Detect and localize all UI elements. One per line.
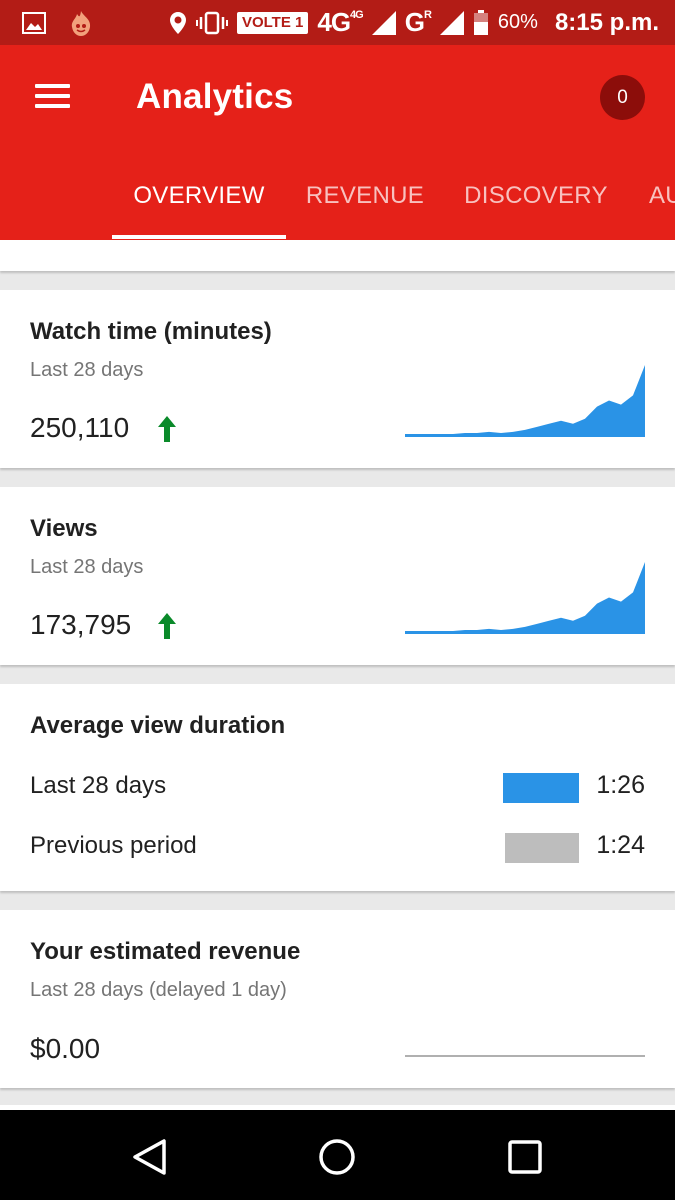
signal-icon-2 bbox=[439, 10, 464, 35]
sparkline-area bbox=[405, 365, 645, 437]
tab-discovery[interactable]: DISCOVERY bbox=[464, 181, 608, 209]
gallery-notification-icon bbox=[22, 11, 46, 34]
back-icon[interactable] bbox=[124, 1132, 174, 1182]
duration-row-value: 1:24 bbox=[596, 831, 645, 859]
watch-time-value: 250,110 bbox=[30, 412, 130, 443]
views-sparkline bbox=[405, 562, 645, 634]
duration-bar-previous bbox=[505, 833, 579, 863]
menu-icon[interactable] bbox=[35, 84, 70, 110]
watch-time-sparkline bbox=[405, 365, 645, 437]
revenue-card[interactable]: Your estimated revenue Last 28 days (del… bbox=[0, 910, 675, 1088]
revenue-value: $0.00 bbox=[30, 1033, 101, 1064]
trend-up-icon bbox=[158, 613, 176, 639]
battery-percent: 60% bbox=[497, 11, 538, 33]
sparkline-area bbox=[405, 562, 645, 634]
avg-duration-title: Average view duration bbox=[30, 712, 286, 739]
views-period: Last 28 days bbox=[30, 556, 144, 578]
tab-indicator bbox=[112, 235, 286, 239]
avg-duration-card[interactable]: Average view duration Last 28 days 1:26 … bbox=[0, 684, 675, 891]
volte-badge: VOLTE 1 bbox=[236, 11, 309, 34]
watch-time-title: Watch time (minutes) bbox=[30, 318, 272, 345]
clock: 8:15 p.m. bbox=[554, 8, 659, 36]
watch-time-period: Last 28 days bbox=[30, 359, 144, 381]
network-type: 4G 4G bbox=[317, 7, 363, 37]
views-value: 173,795 bbox=[30, 609, 132, 640]
duration-row-label: Previous period bbox=[30, 832, 197, 859]
duration-bar-current bbox=[503, 773, 579, 803]
duration-row-value: 1:26 bbox=[596, 771, 645, 799]
location-icon bbox=[169, 11, 187, 35]
tab-overview[interactable]: OVERVIEW bbox=[133, 181, 265, 209]
notification-badge[interactable]: 0 bbox=[600, 75, 645, 120]
revenue-title: Your estimated revenue bbox=[30, 938, 301, 965]
tab-revenue[interactable]: REVENUE bbox=[305, 181, 425, 209]
views-card[interactable]: Views Last 28 days 173,795 bbox=[0, 487, 675, 665]
page-title: Analytics bbox=[136, 77, 294, 116]
vibrate-icon bbox=[195, 11, 228, 35]
tab-bar: OVERVIEW REVENUE DISCOVERY AU bbox=[0, 165, 675, 240]
revenue-sparkline bbox=[405, 1055, 645, 1057]
scrolled-card bbox=[0, 240, 675, 271]
watch-time-card[interactable]: Watch time (minutes) Last 28 days 250,11… bbox=[0, 290, 675, 468]
trend-up-icon bbox=[158, 416, 176, 442]
home-icon[interactable] bbox=[312, 1132, 362, 1182]
app-notification-icon bbox=[68, 9, 94, 37]
system-nav-bar bbox=[0, 1110, 675, 1200]
duration-row-label: Last 28 days bbox=[30, 772, 167, 799]
app-bar: Analytics 0 OVERVIEW REVENUE DISCOVERY A… bbox=[0, 45, 675, 240]
recents-icon[interactable] bbox=[500, 1132, 550, 1182]
tab-audience[interactable]: AU bbox=[649, 181, 675, 209]
views-title: Views bbox=[30, 515, 98, 542]
battery-icon bbox=[473, 9, 488, 35]
signal-icon bbox=[371, 10, 396, 35]
revenue-period: Last 28 days (delayed 1 day) bbox=[30, 979, 287, 1001]
